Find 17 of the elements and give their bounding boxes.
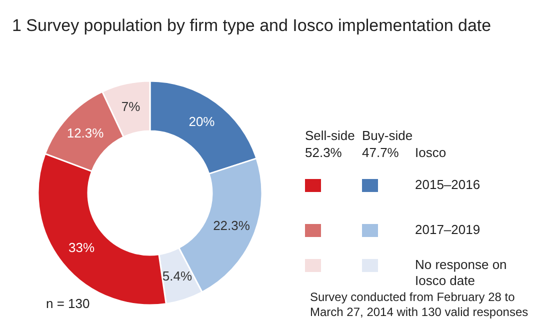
text: 2017–2019 (415, 222, 480, 238)
data-label: 33% (68, 240, 95, 256)
text: n = 130 (46, 296, 90, 312)
text: 52.3% (305, 145, 342, 161)
text: Survey conducted from February 28 to March 27, 2014 with 130 valid responses (310, 290, 530, 320)
data-label: 12.3% (66, 125, 104, 140)
data-label: 20% (188, 114, 216, 129)
text: 47.7% (362, 145, 399, 161)
text: Sell-side (305, 128, 355, 144)
text: Buy-side (362, 128, 413, 144)
data-label: 7% (121, 99, 141, 114)
data-label: 22.3% (213, 218, 250, 234)
text: 2015–2016 (415, 177, 480, 193)
chart-title: 1 Survey population by firm type and Iosco implementation date (12, 16, 492, 35)
text: Iosco (415, 145, 446, 161)
text: No response on Iosco date (415, 257, 508, 289)
data-label: 5.4% (162, 268, 192, 284)
